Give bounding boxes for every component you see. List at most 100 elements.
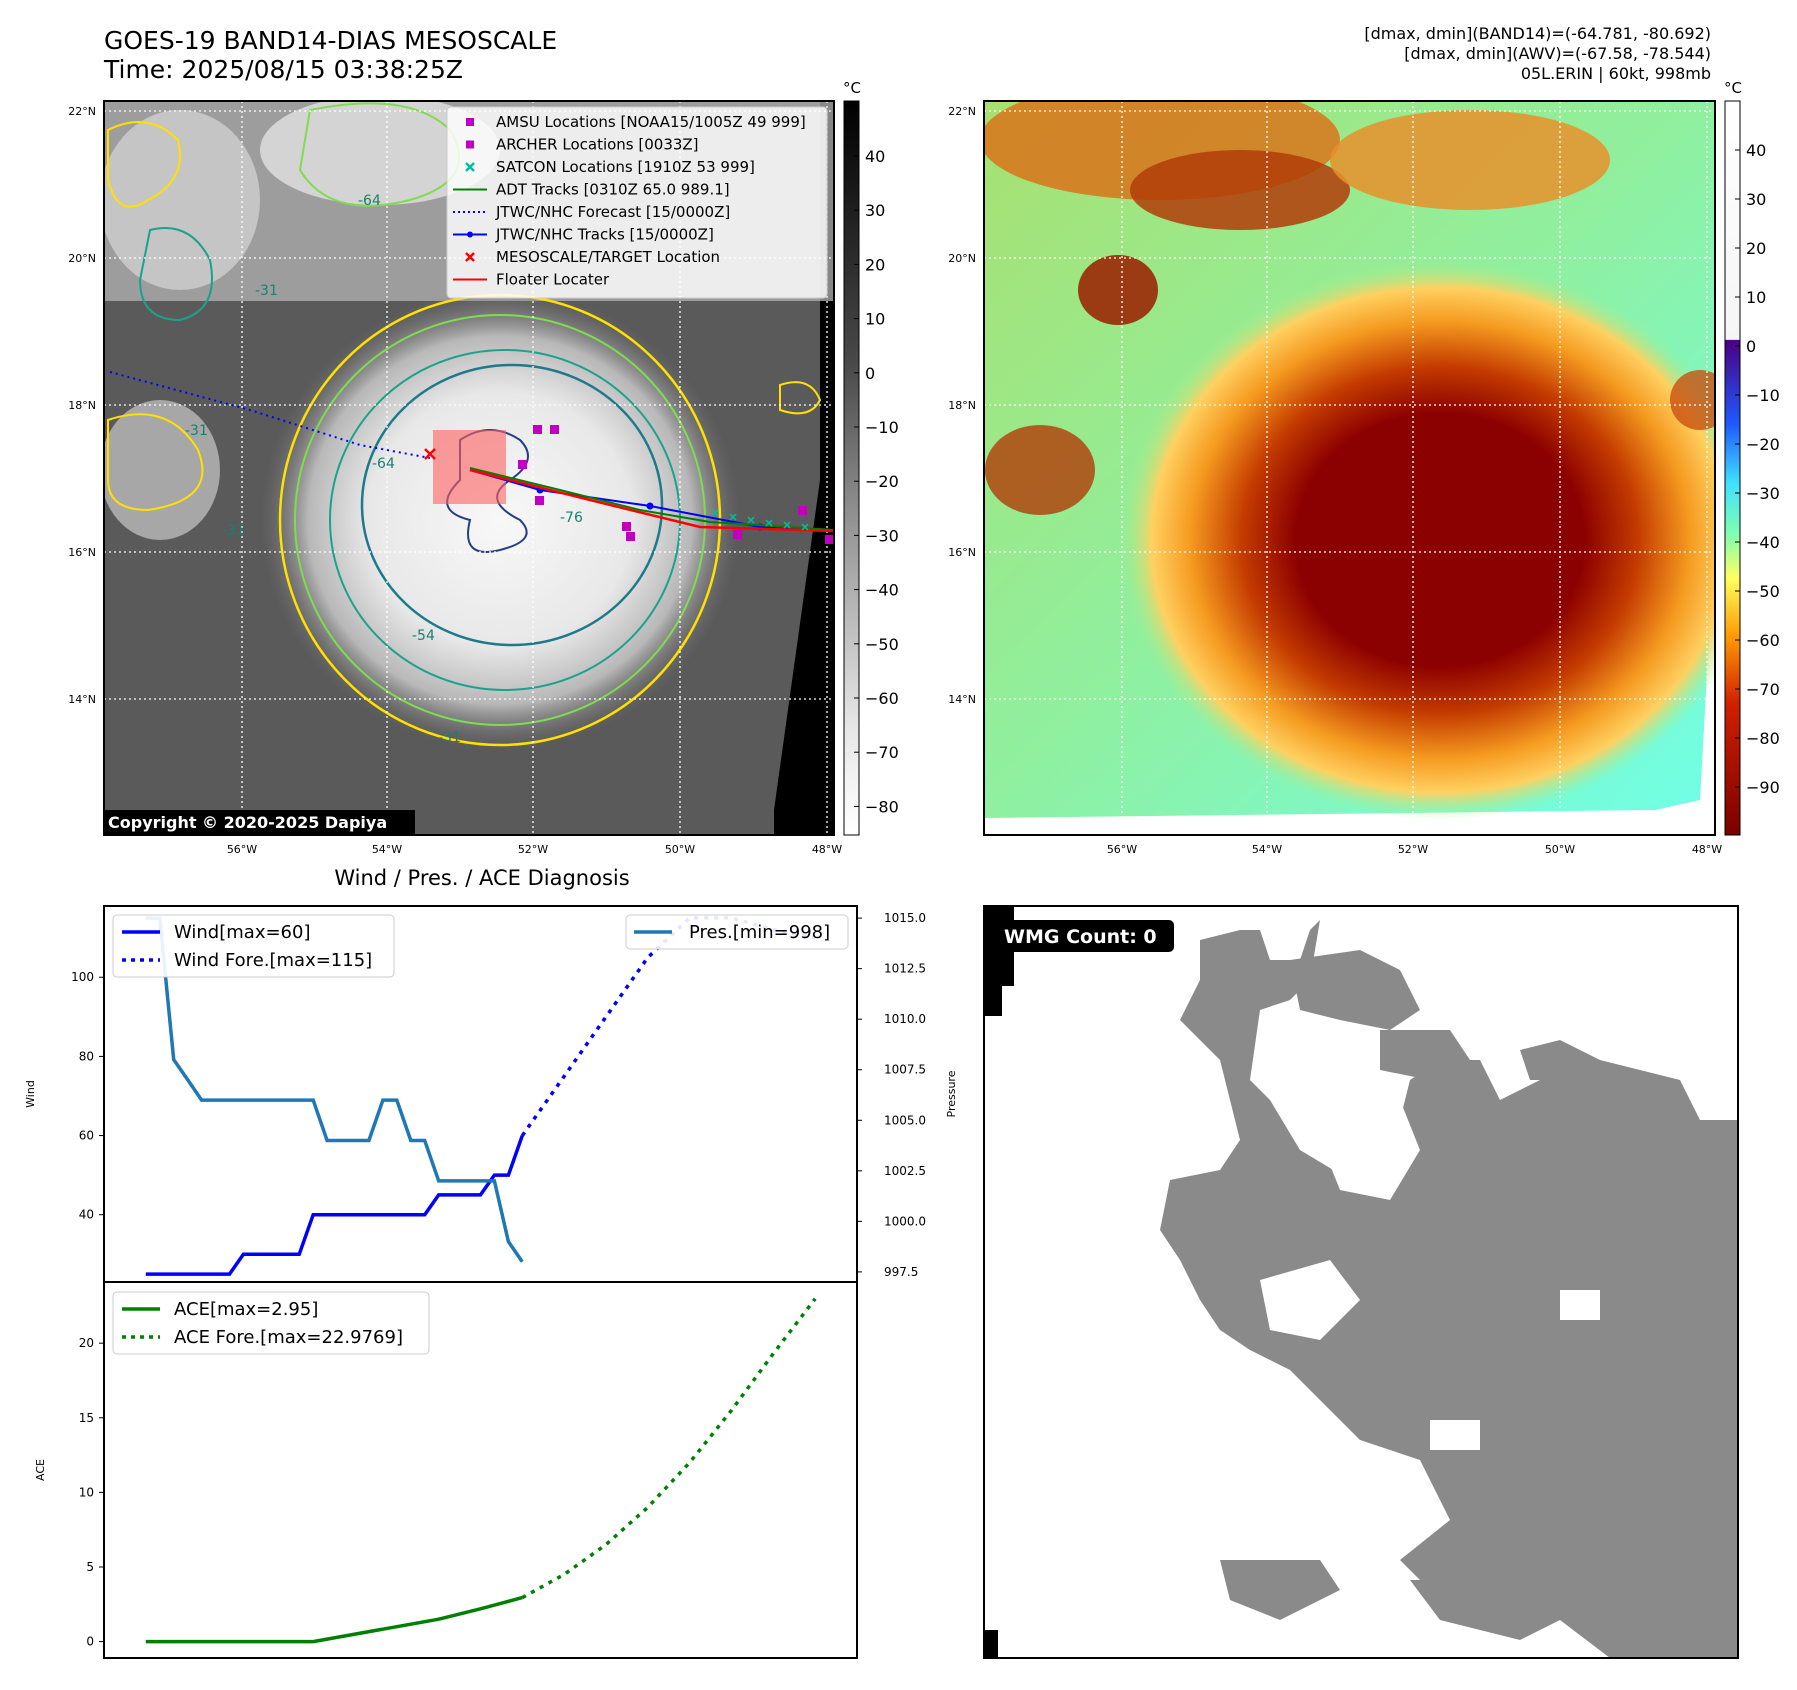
ir-legend-label: ARCHER Locations [0033Z] (496, 136, 699, 154)
wmg-hole (1430, 1420, 1480, 1450)
ir-legend-item: JTWC/NHC Forecast [15/0000Z] (453, 203, 730, 221)
colorbar-tick-label: −30 (1746, 484, 1780, 503)
awv-cloud-north-east (1330, 110, 1610, 210)
legend-label-pres: Pres.[min=998] (689, 922, 830, 943)
awv-gridlines (984, 101, 1715, 835)
lat-tick: 22°N (948, 105, 976, 118)
pressure-tick-label: 1010.0 (884, 1012, 926, 1026)
pressure-tick-label: 1012.5 (884, 962, 926, 976)
ir-legend-item: AMSU Locations [NOAA15/1005Z 49 999] (466, 113, 806, 131)
awv-lon-ticks: 56°W 54°W 52°W 50°W 48°W (1107, 843, 1722, 856)
awv-cloud-east (1670, 370, 1715, 430)
wmg-panel: WMG Count: 0 (983, 905, 1739, 1659)
ir-legend-item: MESOSCALE/TARGET Location (465, 248, 720, 266)
wind-legend: Wind[max=60] Wind Fore.[max=115] (112, 914, 395, 978)
colorbar-tick-label: −50 (865, 635, 899, 654)
colorbar-tick-label: −30 (865, 526, 899, 545)
colorbar-tick-label: −10 (1746, 386, 1780, 405)
ir-no-data-region (774, 101, 834, 835)
wmg-edge-pixel-block (984, 1630, 998, 1658)
wind-tick-label: 80 (79, 1049, 94, 1063)
ace-tick-label: 20 (79, 1336, 94, 1350)
wind-series-line (145, 1135, 524, 1276)
ir-legend-label: JTWC/NHC Forecast [15/0000Z] (495, 203, 730, 221)
ir-legend-label: ADT Tracks [0310Z 65.0 989.1] (496, 181, 730, 199)
ir-legend-item: Floater Locater (453, 271, 610, 289)
ace-legend-box (112, 1291, 430, 1355)
wmg-mask-north-east (1380, 1030, 1470, 1080)
colorbar-tick-label: −90 (1746, 778, 1780, 797)
legend-marker-x (465, 162, 475, 172)
wmg-frame (983, 905, 1739, 1659)
ir-legend-label: MESOSCALE/TARGET Location (496, 248, 720, 266)
wmg-hole (1220, 1430, 1450, 1560)
ace-tick-label: 0 (86, 1635, 94, 1649)
wmg-warm-pixel-mask (1160, 920, 1738, 1658)
wind-legend-box (112, 914, 395, 978)
ace-axis-label: ACE (34, 1459, 47, 1481)
lat-tick: 14°N (948, 693, 976, 706)
lat-tick: 20°N (948, 252, 976, 265)
pressure-legend-box (625, 914, 849, 950)
legend-label-ace-fore: ACE Fore.[max=22.9769] (174, 1327, 403, 1348)
contour-label: -64 (358, 193, 381, 209)
lat-tick: 16°N (948, 546, 976, 559)
contour-green-outer (294, 314, 706, 726)
colorbar-tick-label: 30 (865, 201, 885, 220)
legend-label-wind-fore: Wind Fore.[max=115] (174, 950, 372, 971)
legend-marker-square (466, 118, 474, 126)
ace-series-line (145, 1595, 523, 1644)
colorbar-tick-label: 0 (865, 364, 875, 383)
lon-tick: 56°W (1107, 843, 1137, 856)
colorbar-tick-label: −20 (1746, 435, 1780, 454)
wind-ticks: 100 80 60 40 (71, 970, 104, 1222)
colorbar-tick-label: 20 (865, 255, 885, 274)
ace-tick-label: 10 (79, 1485, 94, 1499)
legend-marker-x (465, 252, 475, 262)
awv-colorbar (1724, 100, 1741, 836)
lat-tick: 16°N (68, 546, 96, 559)
wmg-count-badge (994, 920, 1174, 952)
ir-lon-ticks: 56°W 54°W 52°W 50°W 48°W (227, 843, 842, 856)
legend-marker-dot (467, 231, 473, 238)
pressure-tick-label: 997.5 (884, 1265, 918, 1279)
pressure-series-line (145, 916, 524, 1263)
wind-tick-label: 100 (71, 970, 94, 984)
awv-colorbar-unit: °C (1724, 79, 1742, 97)
colorbar-tick-label: −60 (865, 689, 899, 708)
awv-panel: 22°N 20°N 18°N 16°N 14°N 56°W 54°W 52°W … (948, 79, 1780, 856)
wind-tick-label: 60 (79, 1129, 94, 1143)
info-line-band14: [dmax, dmin](BAND14)=(-64.781, -80.692) (1364, 24, 1711, 43)
legend-label-ace: ACE[max=2.95] (174, 1299, 318, 1320)
lon-tick: 50°W (665, 843, 695, 856)
colorbar-tick-label: −40 (865, 581, 899, 600)
awv-frame (983, 100, 1716, 836)
ir-panel: -64 -31 -64 -76 -54 -31 -31 -31 (68, 79, 899, 856)
ir-legend: AMSU Locations [NOAA15/1005Z 49 999] ARCH… (446, 106, 828, 299)
lat-tick: 20°N (68, 252, 96, 265)
colorbar-tick-label: 40 (1746, 141, 1766, 160)
wmg-mask-south-east (1410, 1580, 1560, 1640)
lon-tick: 56°W (227, 843, 257, 856)
ace-ticks: 20 15 10 5 0 (79, 1336, 104, 1649)
ace-tick-label: 5 (86, 1560, 94, 1574)
ir-cloud-cluster-nw (104, 110, 260, 290)
contour-yellow-east (779, 381, 822, 415)
ace-tick-label: 15 (79, 1411, 94, 1425)
ace-lines (145, 1297, 817, 1644)
contour-label: -76 (560, 510, 583, 526)
lat-tick: 18°N (68, 399, 96, 412)
jtwc-forecast-track (109, 371, 431, 459)
colorbar-tick-label: 0 (1746, 337, 1756, 356)
lat-tick: 22°N (68, 105, 96, 118)
awv-cloud-north (1130, 150, 1350, 230)
wmg-holes (1220, 1100, 1600, 1560)
contour-label: -64 (372, 456, 395, 472)
contour-yellow-west (107, 413, 204, 512)
contour-teal-nw (138, 227, 213, 322)
wmg-hole (1260, 1260, 1360, 1340)
colorbar-tick-label: −20 (865, 472, 899, 491)
awv-storm-core (1120, 260, 1715, 820)
satcon-markers (711, 509, 809, 531)
